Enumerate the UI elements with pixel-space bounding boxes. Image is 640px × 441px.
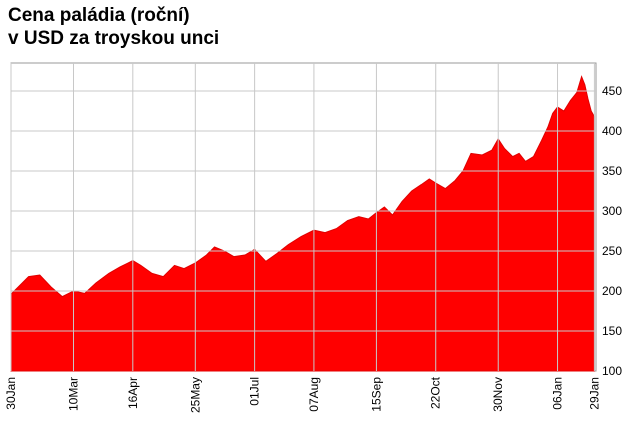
x-tick-label: 06Jan	[551, 377, 565, 410]
x-tick-label: 30Jan	[4, 377, 18, 410]
x-tick-label: 10Mar	[67, 377, 81, 411]
y-tick-label: 250	[602, 244, 622, 258]
y-tick-label: 150	[602, 324, 622, 338]
x-tick-label: 07Aug	[307, 377, 321, 412]
x-axis-ticks: 30Jan 10Mar 16Apr 25May 01Jul 07Aug 15Sep 22Oct…	[4, 376, 601, 413]
y-tick-label: 400	[602, 124, 622, 138]
chart-title: Cena paládia (roční)	[8, 5, 190, 26]
y-tick-label: 100	[602, 364, 622, 378]
price-area	[10, 75, 595, 372]
x-tick-label: 29Jan	[587, 377, 601, 410]
y-axis-ticks: 100 150 200 250 300 350 400 450	[602, 84, 622, 378]
x-tick-label: 25May	[188, 377, 202, 413]
x-tick-label: 15Sep	[369, 377, 383, 412]
x-tick-label: 30Nov	[491, 377, 505, 412]
x-tick-label: 16Apr	[126, 377, 140, 409]
y-tick-label: 350	[602, 164, 622, 178]
chart-subtitle: v USD za troyskou unci	[8, 28, 220, 49]
x-tick-label: 22Oct	[429, 376, 443, 409]
chart-title-block: Cena paládia (roční) v USD za troyskou u…	[8, 4, 219, 50]
y-tick-label: 450	[602, 84, 622, 98]
gridlines	[10, 63, 596, 371]
x-tick-label: 01Jul	[248, 377, 262, 406]
y-tick-label: 300	[602, 204, 622, 218]
y-tick-label: 200	[602, 284, 622, 298]
